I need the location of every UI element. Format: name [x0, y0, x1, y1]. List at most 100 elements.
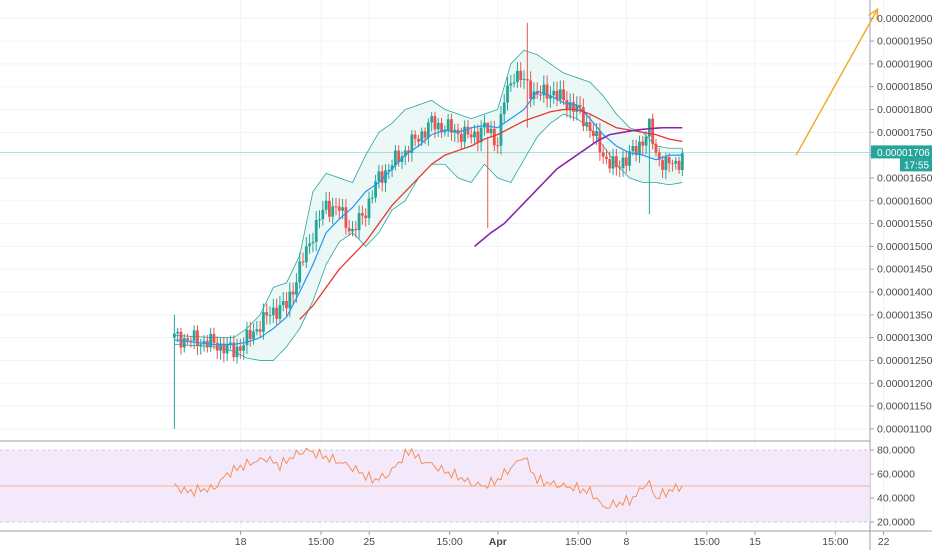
candle-body — [522, 79, 526, 81]
candle-body — [199, 344, 203, 346]
candle-body — [351, 228, 354, 232]
candle-body — [298, 261, 302, 283]
candle-body — [407, 150, 410, 153]
price-tick-label: 0.00001900 — [877, 58, 932, 70]
candle-body — [499, 114, 503, 146]
candle-body — [242, 345, 246, 351]
candle-body — [182, 338, 186, 348]
candle-body — [638, 141, 641, 155]
candle-body — [384, 170, 387, 183]
candle-body — [403, 150, 407, 157]
rsi-tick-label: 20.0000 — [877, 517, 915, 529]
candle-body — [423, 131, 427, 138]
candle-body — [430, 116, 434, 123]
candle-body — [245, 329, 249, 346]
time-tick-label: 15:00 — [436, 536, 462, 548]
candle-body — [304, 246, 308, 263]
candle-body — [644, 136, 648, 146]
bollinger-upper — [174, 49, 683, 339]
candle-body — [380, 171, 384, 183]
candle-body — [393, 150, 397, 166]
time-tick-label: 15:00 — [565, 536, 591, 548]
candle-body — [489, 128, 493, 134]
candle-body — [486, 122, 490, 134]
candle-body — [311, 241, 315, 244]
forecast-arrow-shaft — [795, 8, 879, 156]
candle-body — [575, 104, 579, 112]
candle-body — [275, 307, 279, 319]
candle-body — [318, 219, 321, 221]
candle-body — [308, 243, 312, 247]
price-tick-label: 0.00001100 — [877, 423, 932, 435]
candle-body — [473, 131, 476, 138]
countdown-value: 17:55 — [904, 160, 929, 171]
candle-body — [519, 70, 523, 80]
candle-body — [516, 70, 519, 83]
candle-body — [417, 138, 420, 142]
candle-body — [192, 330, 196, 341]
candle-body — [186, 338, 189, 341]
candle-body — [436, 122, 440, 130]
candle-body — [680, 153, 684, 170]
price-tick-label: 0.00001800 — [877, 104, 932, 116]
candle-body — [364, 215, 368, 219]
time-tick-label: 18 — [235, 536, 247, 548]
candle-body — [229, 342, 232, 344]
candle-body — [542, 84, 546, 96]
candle-body — [334, 206, 338, 208]
candle-body — [328, 200, 331, 217]
rsi-tick-label: 80.0000 — [877, 445, 915, 457]
candle-body — [235, 346, 239, 358]
candle-body — [370, 197, 374, 199]
candle-body — [671, 163, 674, 165]
candle-body — [321, 209, 325, 220]
candle-body — [628, 151, 631, 166]
candle-body — [443, 130, 447, 133]
candle-body — [664, 156, 668, 170]
candle-body — [390, 165, 394, 170]
candle-body — [641, 141, 645, 146]
candle-body — [281, 300, 285, 306]
candle-body — [238, 346, 242, 351]
candle-body — [568, 102, 572, 111]
candlesticks — [172, 22, 684, 429]
candle-body — [291, 291, 295, 295]
price-axis: 0.00001100 0.00001150 0.00001200 0.00001250… — [870, 13, 932, 435]
candle-body — [525, 79, 529, 81]
candle-body — [215, 342, 219, 351]
candle-body — [367, 198, 371, 219]
bollinger-bands — [174, 49, 683, 361]
candle-body — [651, 118, 655, 144]
candle-body — [295, 282, 298, 295]
rsi-tick-label: 40.0000 — [877, 493, 915, 505]
price-tick-label: 0.00001600 — [877, 195, 932, 207]
price-tick-label: 0.00001950 — [877, 36, 932, 48]
price-tick-label: 0.00001550 — [877, 218, 932, 230]
candle-body — [354, 228, 358, 231]
candle-body — [248, 329, 252, 339]
candle-body — [614, 156, 618, 168]
candle-body — [565, 100, 569, 111]
price-tick-label: 0.00001750 — [877, 127, 932, 139]
candle-body — [222, 343, 226, 354]
candle-body — [288, 291, 292, 309]
candle-body — [598, 131, 602, 153]
time-axis: 18 15:00 25 15:00 Apr 15:00 8 15:00 15 15:00 22 — [235, 531, 890, 548]
sma-slow-line — [474, 126, 683, 247]
candle-body — [509, 83, 513, 86]
candle-body — [426, 122, 430, 138]
candle-body — [539, 94, 542, 96]
candle-body — [255, 329, 259, 332]
candle-body — [581, 107, 585, 127]
candle-body — [397, 150, 401, 163]
candle-body — [647, 118, 651, 137]
candle-body — [621, 157, 625, 169]
candle-body — [654, 143, 658, 153]
candle-body — [572, 102, 575, 112]
candle-body — [661, 159, 664, 170]
candle-body — [357, 213, 361, 231]
candle-body — [492, 128, 496, 146]
time-tick-label: 15:00 — [308, 536, 334, 548]
candle-body — [674, 160, 678, 164]
